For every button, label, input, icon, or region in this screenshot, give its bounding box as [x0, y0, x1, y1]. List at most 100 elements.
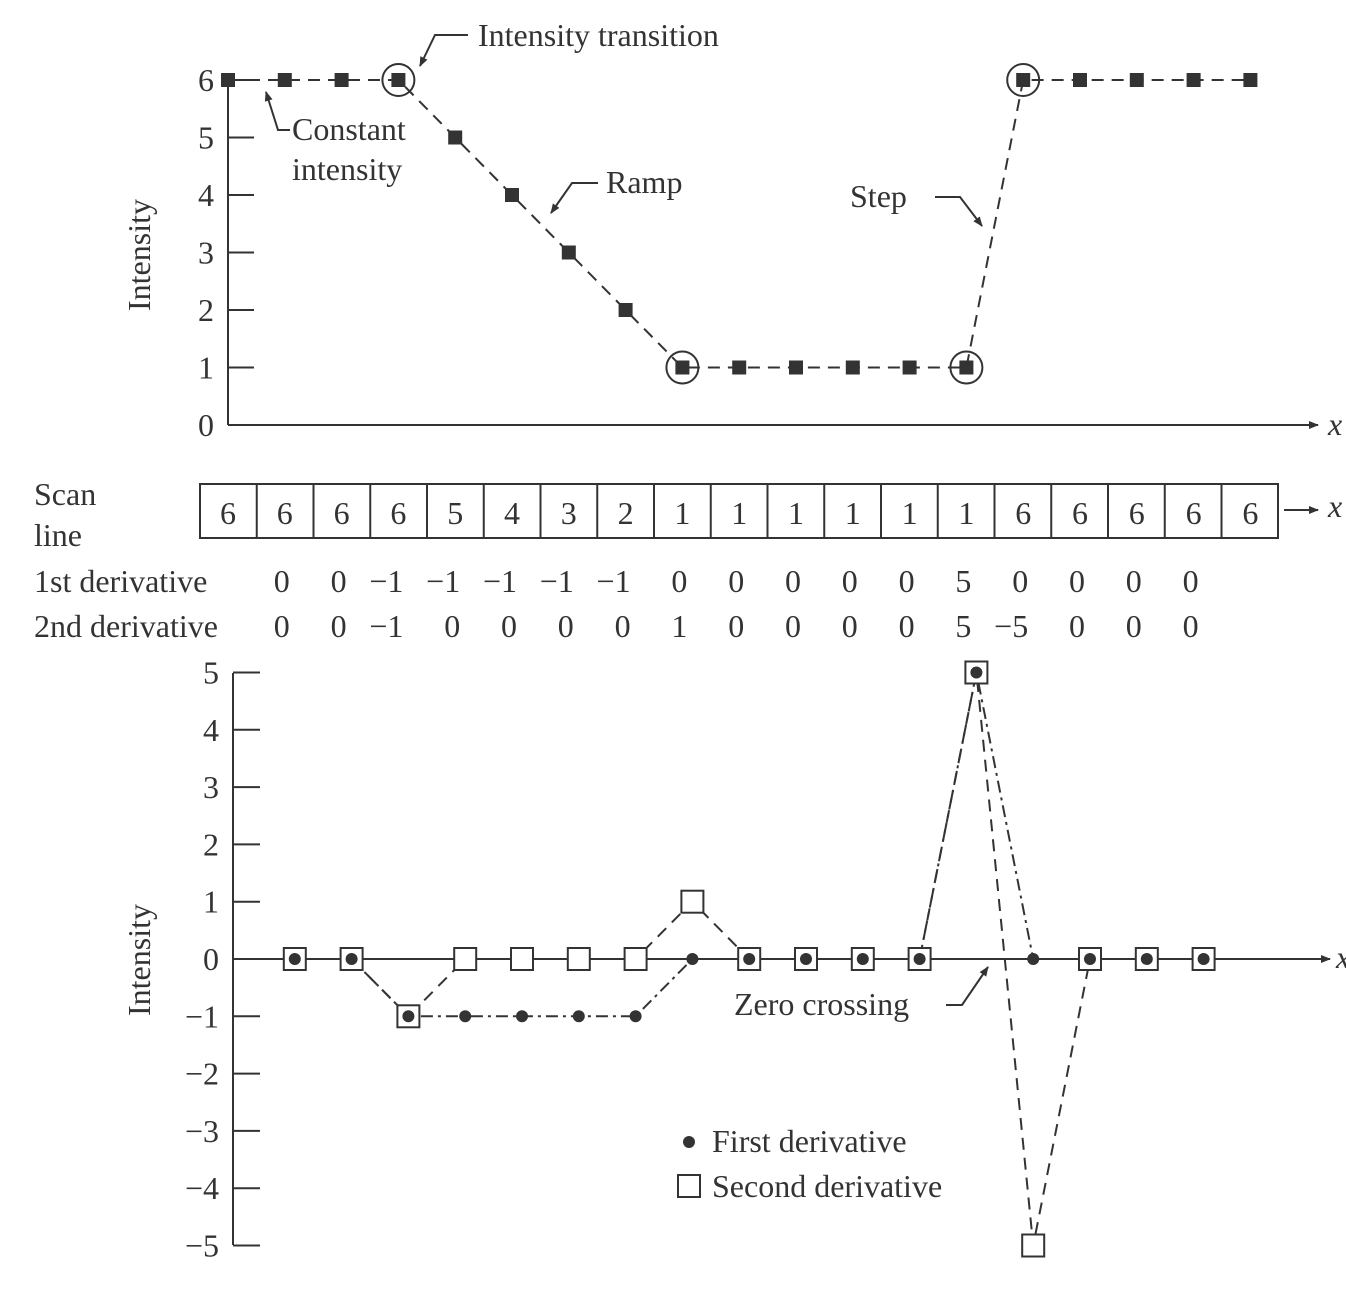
intensity-point — [1186, 73, 1201, 87]
first-derivative-value: 5 — [955, 563, 971, 599]
scan-line-cell: 1 — [902, 495, 918, 531]
intensity-transition-annotation: Intensity transition — [419, 17, 719, 67]
scan-line-cell: 6 — [390, 495, 406, 531]
first-derivative-point — [288, 953, 301, 965]
legend-second-derivative-marker — [677, 1174, 701, 1198]
first-derivative-value: −1 — [597, 563, 631, 599]
scan-line-cell: 6 — [277, 495, 293, 531]
intensity-point — [448, 130, 463, 145]
first-derivative-value: 0 — [899, 563, 915, 599]
bottom-y-tick-label: 2 — [203, 826, 219, 862]
bottom-y-tick-label: 0 — [203, 941, 219, 977]
zero-crossing-annotation: Zero crossing — [734, 966, 989, 1022]
second-derivative-value: 0 — [501, 608, 517, 644]
second-derivative-point — [453, 947, 478, 971]
scan-line-cell: 6 — [1015, 495, 1031, 531]
legend-first-derivative-label: First derivative — [712, 1123, 907, 1159]
scan-line-cell: 6 — [1129, 495, 1145, 531]
first-derivative-point — [1027, 953, 1040, 965]
second-derivative-value: 1 — [671, 608, 687, 644]
second-derivative-value: 0 — [558, 608, 574, 644]
intensity-point — [505, 188, 519, 202]
first-derivative-row-label: 1st derivative — [34, 563, 207, 599]
first-derivative-value: 0 — [1183, 563, 1199, 599]
intensity-point — [1016, 73, 1031, 87]
scan-label-2: line — [34, 517, 82, 553]
first-derivative-value: −1 — [426, 563, 460, 599]
ramp-annotation: Ramp — [550, 164, 682, 214]
constant-intensity-label-1: Constant — [292, 111, 406, 147]
scan-line-axis-label: x — [1327, 488, 1342, 524]
intensity-point — [1073, 73, 1087, 87]
intensity-point — [1129, 73, 1144, 87]
second-derivative-value: −1 — [369, 608, 403, 644]
scan-line-cell: 1 — [958, 495, 974, 531]
first-derivative-value: 0 — [1126, 563, 1142, 599]
intensity-transition-label: Intensity transition — [478, 17, 719, 53]
top-y-tick-label: 3 — [198, 235, 214, 271]
first-derivative-point — [516, 1010, 528, 1023]
second-derivative-value: 0 — [1069, 608, 1085, 644]
first-derivative-point — [686, 953, 699, 965]
intensity-profile-markers — [221, 63, 1258, 385]
first-derivative-value: 0 — [842, 563, 858, 599]
second-derivative-value: 0 — [728, 608, 744, 644]
top-y-tick-label: 1 — [198, 350, 214, 386]
first-derivative-point — [572, 1010, 585, 1023]
first-derivative-point — [1140, 953, 1153, 965]
constant-intensity-label-2: intensity — [292, 151, 402, 187]
intensity-point — [391, 73, 406, 87]
intensity-transition-circle — [949, 350, 984, 385]
second-derivative-value: −5 — [994, 608, 1028, 644]
bottom-y-tick-label: 5 — [203, 655, 219, 691]
constant-intensity-annotation: Constant intensity — [264, 91, 406, 187]
intensity-point — [675, 360, 690, 375]
scan-line-table: Scan line 6 6 6 6 5 4 3 2 1 1 1 1 1 1 6 6 6 6 6 x 1st deri… — [34, 476, 1342, 644]
derivative-markers — [282, 660, 1216, 1258]
scan-line-cell: 6 — [334, 495, 350, 531]
second-derivative-value: 0 — [1183, 608, 1199, 644]
first-derivative-point — [743, 953, 756, 965]
scan-line-cell: 6 — [1186, 495, 1202, 531]
scan-line-border — [199, 483, 1279, 539]
intensity-point — [1243, 73, 1258, 87]
second-derivative-point — [1021, 1233, 1046, 1258]
ramp-label: Ramp — [606, 164, 682, 200]
scan-line-cell: 2 — [618, 495, 634, 531]
first-derivative-value: 0 — [728, 563, 744, 599]
intensity-point — [902, 360, 917, 375]
intensity-point — [732, 360, 747, 375]
first-derivative-row: 0 0 −1 −1 −1 −1 −1 0 0 0 0 0 5 0 0 0 0 — [274, 563, 1199, 599]
first-derivative-value: 0 — [1012, 563, 1028, 599]
first-derivative-value: −1 — [540, 563, 574, 599]
intensity-transition-circle — [1006, 63, 1041, 97]
intensity-profile-plot: x Intensity 0 1 2 3 4 5 6 Intensity transition… — [121, 17, 1342, 443]
intensity-transition-circle — [381, 63, 416, 97]
first-derivative-point — [629, 1010, 642, 1023]
top-y-tick-label: 5 — [198, 120, 214, 156]
scan-line-cell: 1 — [788, 495, 804, 531]
first-derivative-point — [970, 666, 983, 679]
first-derivative-value: 0 — [331, 563, 347, 599]
derivatives-plot: Intensity x −5 −4 −3 −2 −1 0 1 2 3 4 5 Zero crossi… — [121, 655, 1346, 1264]
intensity-point — [221, 73, 235, 87]
first-derivative-point — [402, 1010, 415, 1023]
scan-line-cell: 6 — [220, 495, 236, 531]
scan-line-cell: 5 — [447, 495, 463, 531]
first-derivative-value: −1 — [483, 563, 517, 599]
second-derivative-row: 0 0 −1 0 0 0 0 1 0 0 0 0 5 −5 0 0 0 — [274, 608, 1199, 644]
first-derivative-point — [800, 953, 812, 965]
first-derivative-value: 0 — [785, 563, 801, 599]
second-derivative-row-label: 2nd derivative — [34, 608, 218, 644]
top-y-axis-label: Intensity — [121, 199, 157, 311]
intensity-transition-circle — [665, 350, 700, 385]
bottom-y-tick-label: −3 — [185, 1113, 219, 1149]
first-derivative-point — [913, 953, 926, 965]
first-derivative-value: 0 — [1069, 563, 1085, 599]
legend: First derivative Second derivative — [677, 1123, 942, 1204]
first-derivative-point — [856, 953, 869, 965]
step-annotation: Step — [850, 178, 983, 227]
intensity-point — [959, 360, 974, 375]
scan-line-cell: 1 — [731, 495, 747, 531]
top-x-axis-label: x — [1327, 406, 1342, 442]
